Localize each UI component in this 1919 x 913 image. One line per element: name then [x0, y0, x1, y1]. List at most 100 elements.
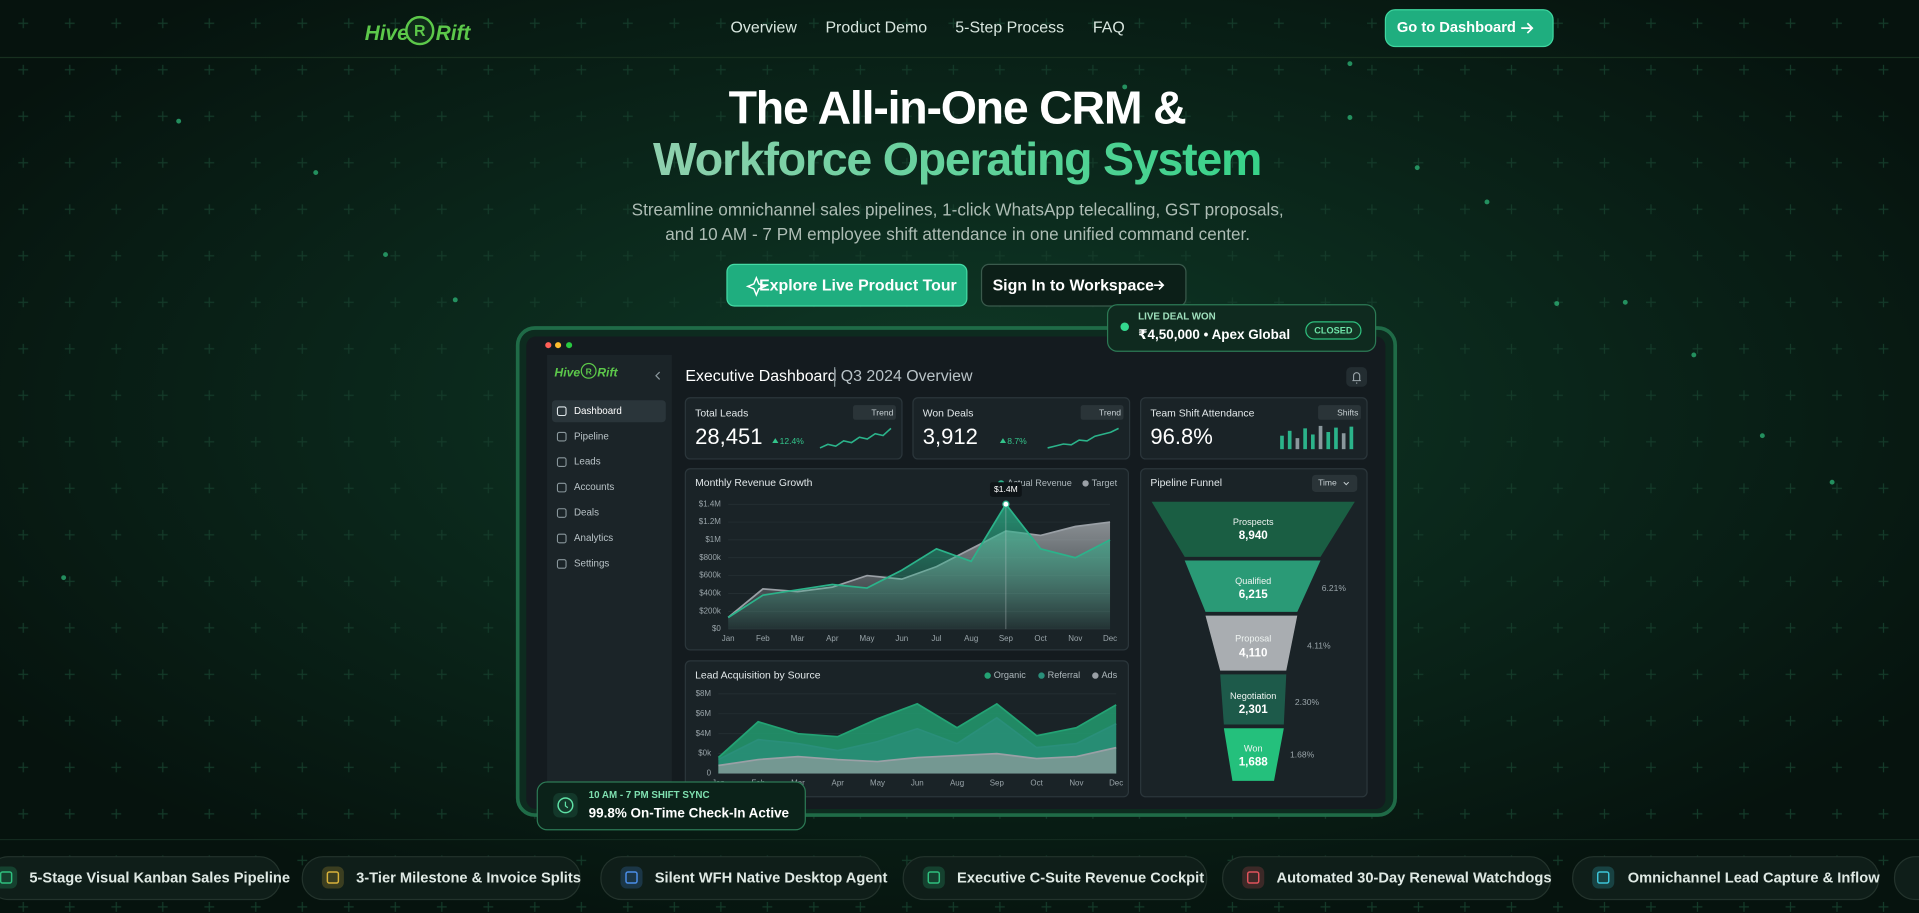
particle	[1347, 61, 1353, 67]
nav-link[interactable]: FAQ	[1093, 19, 1125, 36]
window-dot	[555, 342, 562, 349]
x-tick-label: Jun	[895, 634, 908, 643]
particle	[452, 297, 458, 303]
ticker-icon	[1246, 871, 1260, 884]
funnel-stage	[1151, 501, 1355, 557]
ticker-icon-box	[321, 866, 344, 889]
nav-link[interactable]: Product Demo	[825, 19, 927, 36]
y-tick-label: $0	[712, 624, 721, 633]
menu-item[interactable]: Settings	[574, 559, 609, 570]
x-tick-label: Feb	[756, 634, 770, 643]
primary-button[interactable]	[726, 263, 968, 307]
hero-subtitle: Streamline omnichannel sales pipelines, …	[631, 199, 1284, 244]
filter-pill[interactable]	[1311, 474, 1358, 492]
ticker-pill	[301, 856, 581, 901]
particle	[1122, 84, 1128, 90]
secondary-button-label[interactable]: Sign In to Workspace	[993, 278, 1155, 295]
particle	[313, 170, 319, 176]
dashboard-title: Executive Dashboard	[685, 368, 836, 385]
menu-icon	[556, 559, 567, 569]
nav-link[interactable]: Overview	[731, 19, 798, 36]
ticker-icon	[927, 871, 941, 884]
window-dot	[566, 342, 573, 349]
attendance-bar	[1303, 428, 1307, 450]
cta-label[interactable]: Go to Dashboard	[1397, 20, 1516, 36]
menu-item[interactable]: Analytics	[574, 533, 613, 544]
attendance-bar	[1326, 432, 1331, 450]
shift-badge	[536, 781, 806, 831]
kpi-value: 96.8%	[1150, 424, 1212, 449]
ticker-pill	[0, 856, 281, 901]
funnel-stage	[1220, 674, 1287, 725]
kpi-card	[684, 397, 903, 460]
attendance-bar	[1318, 425, 1323, 450]
attendance-bar	[1295, 438, 1300, 450]
legend-swatch	[984, 672, 991, 679]
cta-arrow	[1521, 22, 1534, 34]
x-tick-label: Sep	[990, 778, 1005, 787]
ticker: 5-Stage Visual Kanban Sales Pipeline 3-Ti…	[0, 856, 1880, 901]
kpi-cards: Total Leads 28,451 Trend 12.4% Won Deals 3,91…	[684, 397, 1368, 460]
logo-right: Rift	[436, 22, 472, 45]
attendance-bar	[1280, 435, 1284, 450]
ticker-icon-box	[0, 866, 18, 889]
secondary-button[interactable]	[980, 263, 1187, 307]
sparkle-icon	[745, 275, 767, 297]
bell-button[interactable]	[1346, 367, 1368, 387]
hero-title-1: The All-in-One CRM &	[729, 82, 1186, 134]
kpi-value: 3,912	[923, 424, 978, 449]
menu-item[interactable]: Dashboard	[574, 406, 622, 417]
x-tick-label: Aug	[964, 634, 978, 643]
ticker-pill	[1893, 856, 1919, 901]
sparkline	[1047, 427, 1119, 449]
menu-item[interactable]: Accounts	[574, 482, 614, 493]
filter-chevron	[1343, 481, 1350, 486]
y-tick-label: $800k	[699, 553, 721, 562]
clock-hands	[564, 801, 569, 809]
filter-label[interactable]: Time	[1318, 478, 1337, 488]
kpi-label: Won Deals	[923, 408, 974, 419]
ticker-pill	[1572, 856, 1880, 901]
legend-label: Target	[1092, 478, 1118, 488]
deal-badge	[1106, 304, 1377, 352]
series-area	[718, 747, 1117, 774]
ticker-icon	[0, 871, 13, 884]
funnel-stage-name: Proposal	[1235, 633, 1271, 643]
particle	[1691, 352, 1697, 358]
ticker-icon-box	[620, 866, 643, 889]
hero-subtitle-box: Streamline omnichannel sales pipelines, …	[631, 199, 1284, 244]
primary-button-label[interactable]: Explore Live Product Tour	[759, 278, 957, 295]
menu-item[interactable]: Pipeline	[574, 431, 609, 442]
kpi-card	[1140, 397, 1368, 460]
y-tick-label: $1.4M	[699, 499, 721, 508]
chart-title: Lead Acquisition by Source	[695, 670, 821, 681]
funnel-stage	[1184, 560, 1321, 612]
funnel-stage	[1205, 615, 1298, 671]
ticker-label: 3-Tier Milestone & Invoice Splits	[356, 871, 581, 887]
x-tick-label: Oct	[1030, 778, 1043, 787]
funnel-stage-value: 1,688	[1239, 756, 1269, 769]
mini-logo-mark: R	[586, 366, 592, 376]
cta-button[interactable]	[1384, 9, 1554, 48]
nav-link[interactable]: 5-Step Process	[955, 19, 1064, 36]
conversion-rate: 2.30%	[1295, 697, 1320, 707]
menu-item[interactable]: Leads	[574, 457, 601, 468]
x-tick-label: Aug	[950, 778, 964, 787]
sidebar-menu: Dashboard Pipeline Leads Accounts Deals Analy…	[551, 400, 666, 570]
collapse-icon[interactable]	[655, 371, 661, 380]
sparkline	[819, 427, 892, 449]
ticker-icon-box	[1242, 866, 1265, 889]
y-tick-label: $400k	[699, 588, 721, 597]
series-line	[727, 502, 1111, 619]
particle	[1829, 479, 1835, 485]
menu-item[interactable]: Deals	[574, 508, 599, 519]
y-tick-label: $0k	[698, 749, 711, 758]
closed-pill	[1305, 321, 1362, 340]
chart-title: Pipeline Funnel	[1150, 478, 1222, 489]
ticker-pill	[600, 856, 882, 901]
x-tick-label: May	[870, 778, 885, 787]
particles	[61, 61, 1835, 581]
x-tick-label: Jul	[931, 634, 941, 643]
legend-label: Referral	[1048, 670, 1081, 680]
kpi-value: 28,451	[695, 424, 762, 449]
